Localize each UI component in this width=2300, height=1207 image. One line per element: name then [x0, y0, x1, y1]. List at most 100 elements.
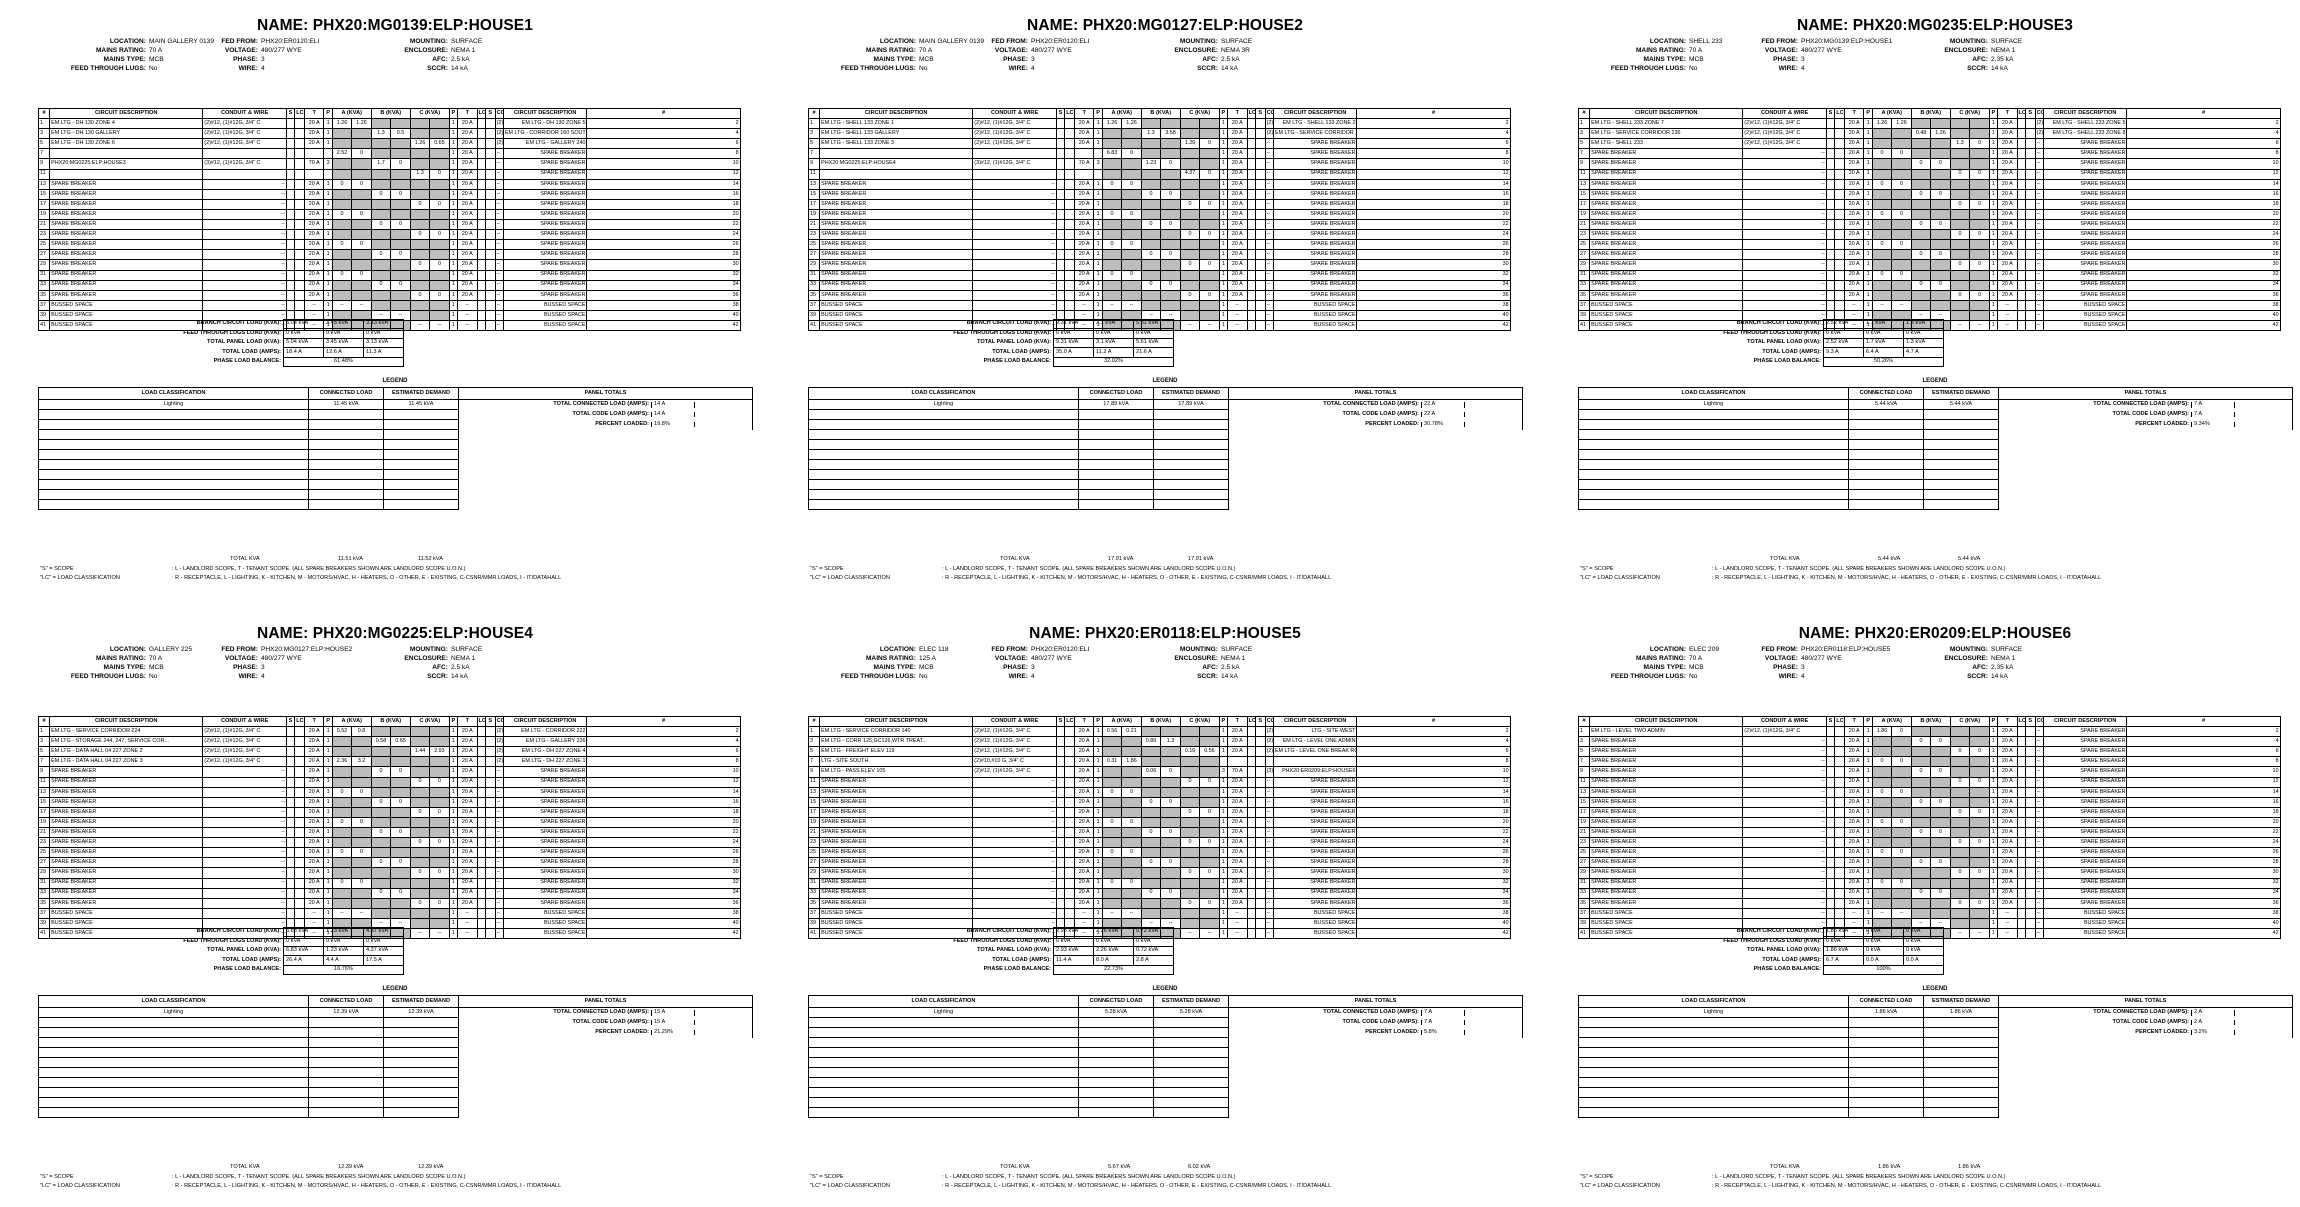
load-class	[294, 867, 305, 879]
trip: 20 A	[1843, 168, 1865, 180]
circuit-row: 27 SPARE BREAKER -- 20 A 1 0 0 1 20 A -- SPARE BRE…	[1577, 857, 2292, 869]
circuit-number: 7	[807, 148, 821, 160]
circuit-number: 22	[586, 219, 741, 231]
trip: 20 A	[1997, 887, 2018, 899]
summary-value: 1.86 kVA	[1823, 945, 1864, 957]
panel-totals-cell	[1228, 489, 1523, 500]
scope	[285, 796, 296, 808]
trip: 20 A	[457, 847, 478, 859]
phase-c-load-right	[1969, 188, 1990, 200]
circuit-description: BUSSED SPACE	[819, 927, 974, 940]
circuit-row: 25 SPARE BREAKER -- 20 A 1 0 0 1 20 A -- SPARE BRE…	[37, 239, 752, 251]
load-class	[294, 766, 305, 778]
phase-a-load-right	[351, 837, 372, 849]
phase-c-load-left: 1.3	[1949, 138, 1971, 150]
phase-c-load-right	[429, 249, 450, 261]
legend-connected	[308, 1087, 384, 1098]
poles: 1	[1863, 188, 1873, 200]
footer-scope-row: "S" = SCOPE: L - LANDLORD SCOPE, T - TEN…	[38, 1174, 752, 1184]
phase-a-load-right	[1121, 229, 1142, 241]
column-header-t: T	[1227, 107, 1248, 120]
phase-c-load-left	[1949, 796, 1971, 808]
lc-value: : R - RECEPTACLE, L - LIGHTING, K - KITC…	[1712, 575, 2102, 581]
summary-value: 12.6 A	[323, 347, 364, 358]
circuit-number: 6	[1356, 138, 1511, 150]
header-field-afc: AFC: 2.5 kA	[368, 664, 469, 672]
load-class	[1064, 877, 1075, 889]
phase-c-load-right: 0	[1969, 776, 1990, 788]
circuit-description: SPARE BREAKER	[1272, 827, 1358, 839]
field-value: NEMA 1	[1221, 655, 1246, 662]
legend-row	[808, 489, 1523, 500]
phase-a-load-right	[351, 867, 372, 879]
phase-b-load-right: 0	[1930, 827, 1951, 839]
circuit-description: BUSSED SPACE	[1589, 927, 1744, 940]
scope	[1254, 178, 1266, 190]
trip: 20 A	[1227, 887, 1248, 899]
circuit-number: 27	[1577, 857, 1591, 869]
legend-row: PERCENT LOADED: 19.8%	[38, 419, 753, 430]
summary-label: TOTAL PANEL LOAD (KVA):	[977, 947, 1051, 954]
legend-row	[38, 499, 753, 510]
poles: 1	[1218, 299, 1229, 311]
field-label: MOUNTING:	[409, 646, 448, 653]
legend-estimated	[383, 489, 459, 500]
spacer	[1174, 329, 1523, 338]
column-header-t: T	[1843, 715, 1865, 728]
circuit-description: SPARE BREAKER	[2042, 746, 2128, 758]
legend-row	[1578, 439, 2293, 450]
phase-c-load-right	[1969, 786, 1990, 798]
summary-value: 26.4 A	[283, 955, 324, 966]
circuit-row: 3 EM LTG - STORAGE 244, 247, SERVICE COR.…	[37, 736, 752, 748]
circuit-row: 31 SPARE BREAKER -- 20 A 1 0 0 1 20 A -- SPARE BRE…	[1577, 877, 2292, 889]
conduit-wire: --	[1264, 188, 1274, 200]
trip: 20 A	[303, 208, 325, 221]
circuit-number: 11	[807, 776, 821, 788]
phase-a-load-right	[351, 857, 372, 869]
circuit-number: 15	[1577, 188, 1591, 200]
header-field-location: LOCATION: MAIN GALLERY 0139	[38, 38, 214, 46]
scope	[2024, 736, 2036, 748]
load-class	[294, 118, 305, 130]
circuit-row: 27 SPARE BREAKER -- 20 A 1 0 0 1 20 A -- SPARE BRE…	[1577, 249, 2292, 261]
trip: 20 A	[1227, 827, 1248, 839]
poles: 1	[1218, 138, 1229, 150]
column-header-lc: LC	[476, 107, 486, 120]
legend-estimated	[383, 1027, 459, 1038]
scope	[1825, 289, 1836, 301]
header-field-enclosure: ENCLOSURE: NEMA 1	[368, 47, 475, 55]
legend-col-totals: PANEL TOTALS	[1998, 387, 2293, 400]
circuit-number: 19	[37, 816, 51, 829]
summary-row: TOTAL PANEL LOAD (KVA): 2.93 kVA 2.26 kVA 0…	[808, 945, 1522, 957]
legend-row	[38, 1057, 753, 1068]
phase-c-load-right: 0	[1199, 198, 1220, 210]
panel-total-label: PERCENT LOADED:	[1229, 1029, 1422, 1036]
field-label: PHASE:	[1003, 56, 1028, 63]
phase-c-load-right: 0	[1199, 168, 1220, 180]
field-value: 70 A	[1689, 655, 1703, 662]
phase-a-load-left: 0	[331, 208, 353, 221]
legend-title: LEGEND	[1922, 378, 1948, 384]
load-summary: BRANCH CIRCUIT LOAD (KVA): 5.04 kVA 3.45 k…	[38, 318, 752, 367]
load-class	[1834, 118, 1845, 130]
circuit-number: 32	[1356, 269, 1511, 281]
phase-c-load-right: 0	[1969, 897, 1990, 909]
load-summary: BRANCH CIRCUIT LOAD (KVA): 1.86 kVA 0 kVA 0…	[1578, 926, 2292, 975]
legend-connected	[1848, 439, 1924, 450]
panel-schedule: NAME: PHX20:ER0118:ELP:HOUSE5 LOCATION: EL…	[807, 622, 1523, 1199]
legend-estimated	[383, 449, 459, 460]
circuit-number: 10	[1356, 158, 1511, 170]
column-header-b: B (KVA)	[1140, 715, 1181, 728]
phase-a-load-right	[351, 289, 372, 301]
lc-value: : R - RECEPTACLE, L - LIGHTING, K - KITC…	[172, 1183, 562, 1189]
phase-a-load-right	[1891, 806, 1912, 818]
scope	[1825, 148, 1836, 160]
legend-connected	[1848, 429, 1924, 440]
trip: 20 A	[303, 837, 325, 849]
legend-row: TOTAL CODE LOAD (AMPS): 15 A	[38, 1017, 753, 1028]
field-label: MAINS TYPE:	[103, 56, 147, 63]
trip: 20 A	[1073, 279, 1095, 291]
phase-a-load-left: --	[1101, 299, 1123, 311]
summary-row: TOTAL LOAD (AMPS): 9.3 A 6.4 A 4.7 A	[1578, 347, 2292, 358]
circuit-description: SPARE BREAKER	[819, 289, 974, 301]
